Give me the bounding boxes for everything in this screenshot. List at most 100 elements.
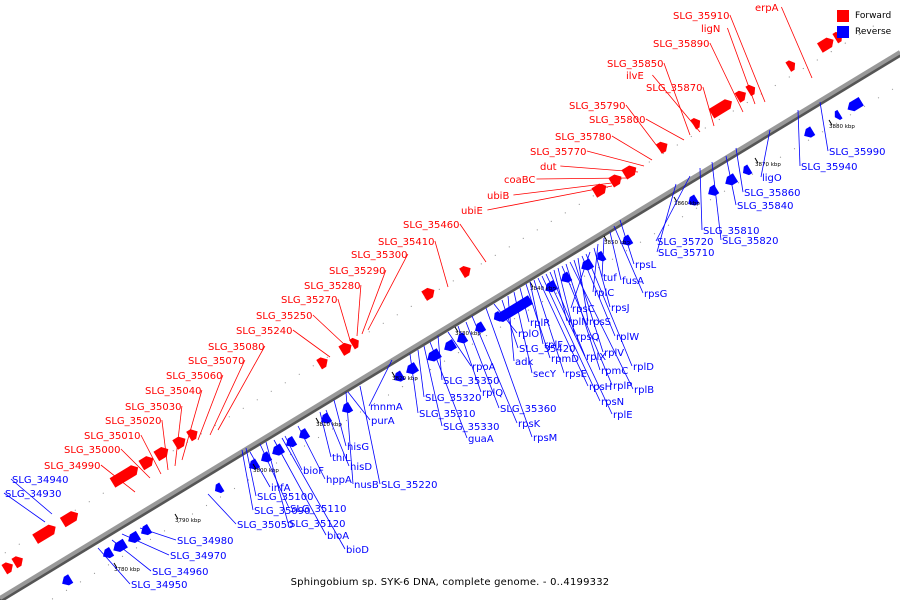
forward-leader-line: [586, 150, 645, 167]
reverse-leader-line: [485, 307, 533, 438]
forward-gene-arrow: [186, 429, 198, 442]
forward-track-dot: [368, 331, 370, 333]
forward-leader-line: [181, 389, 203, 461]
scale-tick: [754, 157, 759, 164]
legend-item-reverse: Reverse: [837, 24, 891, 40]
reverse-leader-line: [10, 478, 53, 515]
forward-leader-line: [663, 62, 691, 136]
forward-gene-label: SLG_35030: [125, 402, 181, 413]
reverse-leader-line: [533, 279, 565, 374]
reverse-track-dot: [219, 496, 222, 498]
reverse-swatch: [837, 26, 849, 38]
reverse-gene-arrow: [261, 451, 273, 463]
reverse-gene-arrow: [742, 164, 753, 176]
forward-gene-label: SLG_35850: [607, 59, 663, 70]
forward-gene-arrow: [421, 287, 435, 301]
scale-tick-label: 3810 kbp: [316, 422, 342, 428]
reverse-gene-label: secY: [533, 369, 557, 380]
forward-track-dot: [872, 25, 874, 27]
forward-gene-label: SLG_35250: [256, 311, 312, 322]
forward-track-dot: [18, 543, 20, 545]
forward-gene-arrow: [459, 265, 471, 278]
reverse-track-dot: [541, 301, 544, 303]
forward-gene-label: ubiB: [487, 191, 509, 202]
reverse-track-dot: [765, 165, 768, 167]
reverse-gene-label: SLG_34940: [12, 475, 68, 486]
reverse-leader-line: [281, 437, 346, 550]
reverse-gene-arrow: [847, 96, 864, 112]
reverse-gene-label: rpsM: [533, 433, 557, 444]
scale-tick-label: 3800 kbp: [253, 468, 279, 474]
forward-gene-arrow: [138, 456, 154, 471]
reverse-track-dot: [555, 292, 558, 294]
forward-track-dot: [578, 203, 580, 205]
reverse-track-dot: [373, 402, 376, 405]
reverse-gene-label: SLG_35120: [289, 519, 345, 530]
reverse-track-dot: [751, 173, 754, 175]
reverse-gene-label: rplO: [518, 329, 539, 340]
reverse-track-dot: [247, 479, 250, 481]
forward-gene-arrow: [11, 556, 23, 569]
forward-gene-label: dut: [540, 162, 557, 173]
reverse-track-dot: [331, 428, 334, 430]
scale-tick: [391, 371, 396, 378]
reverse-track-dot: [681, 216, 684, 218]
reverse-leader-line: [507, 295, 515, 362]
forward-track-dot: [508, 246, 510, 248]
forward-gene-arrow: [153, 447, 169, 462]
reverse-track-dot: [793, 148, 796, 150]
reverse-leader-line: [725, 155, 737, 206]
forward-track-dot: [704, 127, 706, 129]
forward-track-dot: [662, 152, 664, 155]
forward-gene-arrow: [316, 357, 328, 370]
forward-leader-line: [337, 298, 351, 341]
forward-swatch: [837, 10, 849, 22]
forward-gene-label: SLG_35070: [188, 356, 244, 367]
reverse-leader-line: [655, 175, 691, 242]
reverse-track-dot: [527, 309, 530, 311]
reverse-track-dot: [667, 224, 670, 226]
forward-gene-arrow: [690, 117, 701, 130]
reverse-leader-line: [573, 259, 604, 353]
forward-gene-label: SLG_35290: [329, 266, 385, 277]
reverse-track-dot: [513, 318, 516, 320]
reverse-track-dot: [401, 386, 404, 388]
reverse-track-dot: [807, 139, 810, 141]
reverse-leader-line: [249, 451, 271, 488]
forward-gene-label: SLG_35780: [555, 132, 611, 143]
forward-track-dot: [732, 110, 734, 112]
reverse-track-dot: [583, 275, 586, 277]
reverse-gene-label: SLG_35090: [254, 506, 310, 517]
forward-track-dot: [564, 212, 566, 214]
reverse-gene-label: hppA: [326, 475, 352, 486]
reverse-gene-label: rplE: [613, 410, 633, 421]
forward-track-dot: [480, 263, 482, 265]
forward-leader-line: [611, 135, 653, 161]
scale-tick: [828, 119, 833, 126]
reverse-gene-arrow: [214, 482, 225, 494]
reverse-leader-line: [609, 231, 622, 281]
reverse-leader-line: [207, 493, 237, 525]
scale-tick-label: 3790 kbp: [175, 518, 201, 524]
reverse-gene-label: rpoA: [472, 362, 496, 373]
reverse-track-dot: [597, 267, 600, 269]
reverse-track-dot: [639, 241, 642, 243]
reverse-leader-line: [97, 547, 131, 585]
reverse-gene-label: tuf: [603, 273, 617, 284]
forward-track-dot: [802, 67, 804, 70]
reverse-leader-line: [3, 492, 46, 523]
reverse-leader-line: [613, 225, 644, 294]
reverse-gene-arrow: [62, 574, 74, 586]
forward-gene-label: SLG_35280: [304, 281, 360, 292]
forward-track-dot: [550, 220, 552, 222]
forward-leader-line: [702, 86, 715, 127]
forward-track-dot: [816, 59, 818, 61]
reverse-gene-label: bioA: [327, 531, 349, 542]
forward-gene-label: SLG_35800: [589, 115, 645, 126]
reverse-gene-label: mnmA: [370, 402, 403, 413]
forward-track-dot: [382, 322, 384, 324]
reverse-leader-line: [493, 303, 518, 334]
reverse-gene-arrow: [444, 339, 458, 352]
reverse-gene-label: SLG_35710: [658, 248, 714, 259]
reverse-gene-label: rpsC: [572, 304, 595, 315]
